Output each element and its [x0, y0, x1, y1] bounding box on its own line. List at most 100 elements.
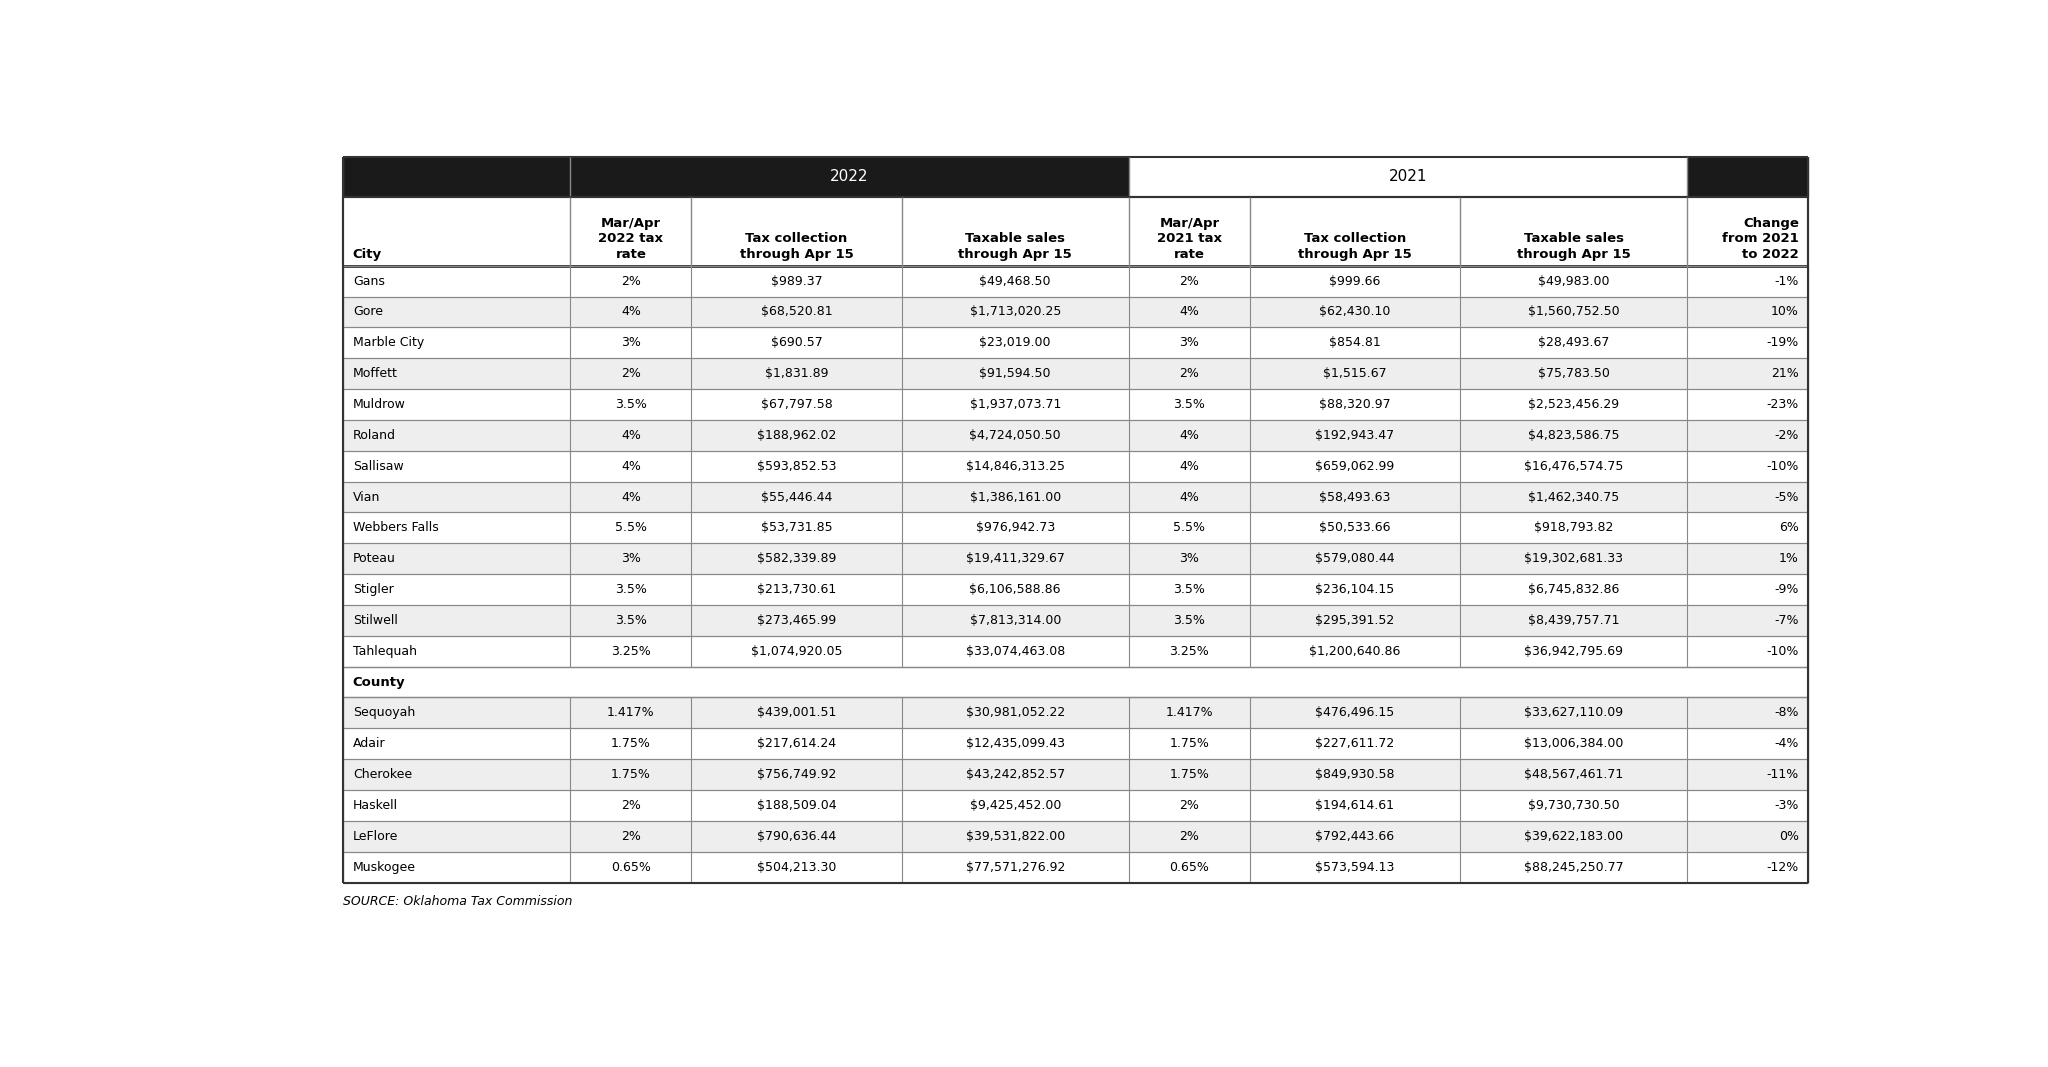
Text: Adair: Adair: [352, 737, 385, 750]
Text: $579,080.44: $579,080.44: [1315, 553, 1395, 566]
Text: $39,531,822.00: $39,531,822.00: [965, 830, 1065, 843]
Text: $1,831.89: $1,831.89: [764, 367, 827, 380]
Text: 2%: 2%: [621, 274, 641, 288]
Text: 1%: 1%: [1780, 553, 1798, 566]
Text: $790,636.44: $790,636.44: [758, 830, 836, 843]
Text: 2%: 2%: [621, 367, 641, 380]
Text: 1.75%: 1.75%: [610, 768, 651, 781]
Text: City: City: [352, 248, 381, 260]
Text: 3%: 3%: [1180, 553, 1200, 566]
Text: $1,074,920.05: $1,074,920.05: [752, 644, 842, 657]
Text: Mar/Apr
2022 tax
rate: Mar/Apr 2022 tax rate: [598, 217, 664, 260]
FancyBboxPatch shape: [344, 667, 1808, 698]
Text: $273,465.99: $273,465.99: [758, 614, 836, 627]
Text: County: County: [352, 675, 406, 688]
FancyBboxPatch shape: [344, 543, 1808, 574]
Text: $49,983.00: $49,983.00: [1538, 274, 1610, 288]
Text: $75,783.50: $75,783.50: [1538, 367, 1610, 380]
Text: -10%: -10%: [1765, 460, 1798, 473]
Text: Roland: Roland: [352, 429, 395, 442]
Text: LeFlore: LeFlore: [352, 830, 397, 843]
FancyBboxPatch shape: [344, 450, 1808, 481]
Text: 4%: 4%: [621, 429, 641, 442]
Text: $4,724,050.50: $4,724,050.50: [969, 429, 1061, 442]
Text: $573,594.13: $573,594.13: [1315, 861, 1395, 874]
Text: $918,793.82: $918,793.82: [1534, 522, 1614, 535]
Text: $36,942,795.69: $36,942,795.69: [1524, 644, 1624, 657]
Text: 2021: 2021: [1389, 170, 1427, 185]
Text: $1,386,161.00: $1,386,161.00: [969, 491, 1061, 504]
Text: $14,846,313.25: $14,846,313.25: [967, 460, 1065, 473]
Text: $19,411,329.67: $19,411,329.67: [967, 553, 1065, 566]
Text: $48,567,461.71: $48,567,461.71: [1524, 768, 1624, 781]
Text: -9%: -9%: [1774, 583, 1798, 596]
Text: 4%: 4%: [1180, 460, 1200, 473]
Text: 0.65%: 0.65%: [610, 861, 651, 874]
Text: Tax collection
through Apr 15: Tax collection through Apr 15: [739, 233, 854, 260]
Text: $582,339.89: $582,339.89: [758, 553, 836, 566]
Text: 10%: 10%: [1772, 305, 1798, 318]
Text: $49,468.50: $49,468.50: [979, 274, 1051, 288]
Text: $194,614.61: $194,614.61: [1315, 799, 1395, 812]
FancyBboxPatch shape: [1128, 157, 1688, 196]
Text: 4%: 4%: [621, 491, 641, 504]
Text: Change
from 2021
to 2022: Change from 2021 to 2022: [1722, 217, 1798, 260]
Text: $659,062.99: $659,062.99: [1315, 460, 1395, 473]
Text: Marble City: Marble City: [352, 336, 424, 349]
Text: -2%: -2%: [1774, 429, 1798, 442]
Text: $188,509.04: $188,509.04: [758, 799, 836, 812]
FancyBboxPatch shape: [1688, 157, 1808, 196]
Text: Muldrow: Muldrow: [352, 398, 406, 411]
Text: 2%: 2%: [1180, 274, 1200, 288]
Text: 2%: 2%: [1180, 799, 1200, 812]
Text: 4%: 4%: [1180, 429, 1200, 442]
Text: SOURCE: Oklahoma Tax Commission: SOURCE: Oklahoma Tax Commission: [344, 895, 573, 908]
Text: $476,496.15: $476,496.15: [1315, 706, 1395, 719]
Text: Sequoyah: Sequoyah: [352, 706, 416, 719]
Text: -19%: -19%: [1767, 336, 1798, 349]
Text: $9,730,730.50: $9,730,730.50: [1528, 799, 1620, 812]
FancyBboxPatch shape: [344, 851, 1808, 882]
Text: $227,611.72: $227,611.72: [1315, 737, 1395, 750]
FancyBboxPatch shape: [569, 157, 1128, 196]
Text: 5.5%: 5.5%: [1174, 522, 1206, 535]
Text: -10%: -10%: [1765, 644, 1798, 657]
Text: -5%: -5%: [1774, 491, 1798, 504]
Text: $62,430.10: $62,430.10: [1319, 305, 1391, 318]
Text: 3.25%: 3.25%: [1169, 644, 1208, 657]
Text: $756,749.92: $756,749.92: [758, 768, 836, 781]
Text: $217,614.24: $217,614.24: [758, 737, 836, 750]
Text: 2%: 2%: [621, 799, 641, 812]
Text: $236,104.15: $236,104.15: [1315, 583, 1395, 596]
Text: $9,425,452.00: $9,425,452.00: [969, 799, 1061, 812]
Text: 1.417%: 1.417%: [1165, 706, 1212, 719]
Text: Taxable sales
through Apr 15: Taxable sales through Apr 15: [958, 233, 1071, 260]
Text: $30,981,052.22: $30,981,052.22: [965, 706, 1065, 719]
Text: $6,745,832.86: $6,745,832.86: [1528, 583, 1620, 596]
Text: $1,937,073.71: $1,937,073.71: [969, 398, 1061, 411]
Text: $1,515.67: $1,515.67: [1323, 367, 1386, 380]
Text: 2%: 2%: [1180, 367, 1200, 380]
Text: 1.75%: 1.75%: [1169, 737, 1208, 750]
Text: 3%: 3%: [1180, 336, 1200, 349]
FancyBboxPatch shape: [344, 481, 1808, 512]
Text: $13,006,384.00: $13,006,384.00: [1524, 737, 1624, 750]
Text: Cherokee: Cherokee: [352, 768, 412, 781]
Text: $77,571,276.92: $77,571,276.92: [965, 861, 1065, 874]
Text: $6,106,588.86: $6,106,588.86: [969, 583, 1061, 596]
Text: 3.5%: 3.5%: [1174, 398, 1206, 411]
Text: Stigler: Stigler: [352, 583, 393, 596]
Text: $43,242,852.57: $43,242,852.57: [965, 768, 1065, 781]
FancyBboxPatch shape: [344, 605, 1808, 636]
Text: 6%: 6%: [1780, 522, 1798, 535]
Text: 3.5%: 3.5%: [614, 614, 647, 627]
Text: $213,730.61: $213,730.61: [758, 583, 836, 596]
FancyBboxPatch shape: [344, 512, 1808, 543]
Text: 5.5%: 5.5%: [614, 522, 647, 535]
Text: -1%: -1%: [1774, 274, 1798, 288]
Text: 2%: 2%: [1180, 830, 1200, 843]
Text: 3.5%: 3.5%: [614, 583, 647, 596]
Text: Poteau: Poteau: [352, 553, 395, 566]
FancyBboxPatch shape: [344, 389, 1808, 420]
Text: -23%: -23%: [1767, 398, 1798, 411]
